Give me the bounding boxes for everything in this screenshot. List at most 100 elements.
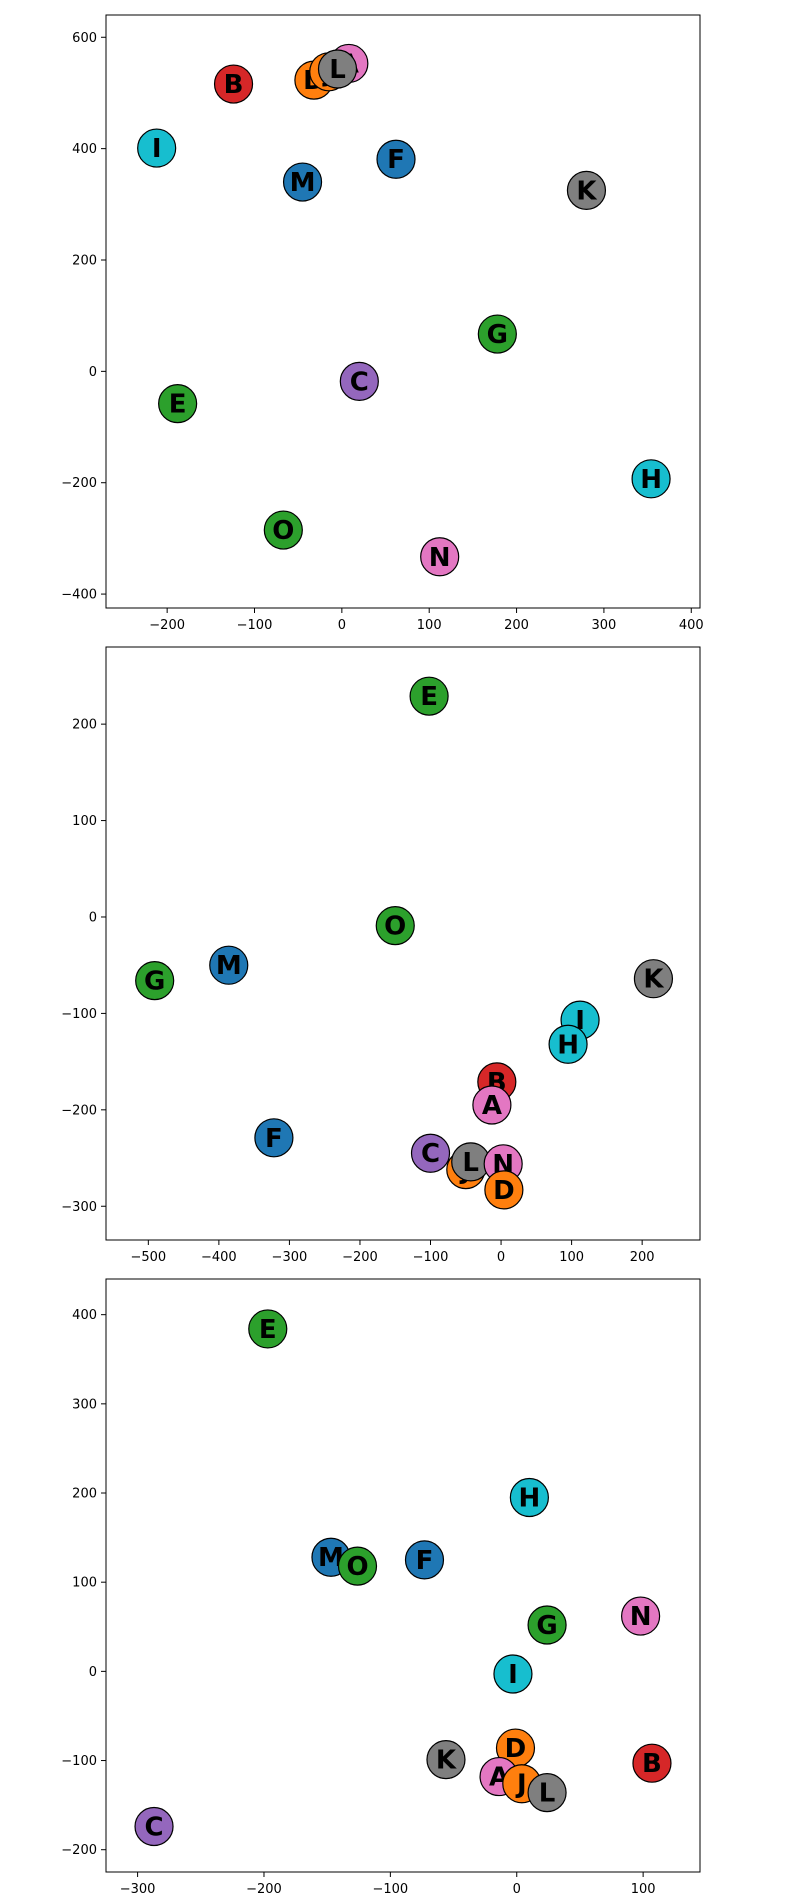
point-label: E <box>259 1315 277 1345</box>
point-label: N <box>429 543 451 573</box>
point-label: K <box>576 176 597 206</box>
y-tick-label: 0 <box>89 365 97 380</box>
point-label: C <box>350 367 369 397</box>
point-marker <box>134 1806 174 1847</box>
point-f: F <box>404 1540 445 1580</box>
point-h: H <box>509 1477 549 1518</box>
point-marker <box>158 384 198 424</box>
point-e: E <box>409 676 449 716</box>
point-marker <box>632 1743 672 1783</box>
plot-frame <box>105 14 701 609</box>
x-tick-label: 100 <box>559 1250 584 1265</box>
point-marker <box>254 1118 294 1158</box>
point-g: G <box>527 1605 567 1645</box>
point-o: O <box>263 510 303 550</box>
y-tick-label: −200 <box>61 476 97 491</box>
point-marker <box>472 1085 512 1125</box>
y-tick-label: 300 <box>72 1397 97 1412</box>
point-marker <box>509 1477 549 1518</box>
point-b: B <box>213 64 254 104</box>
x-tick-label: 300 <box>591 618 616 633</box>
point-marker <box>527 1605 567 1645</box>
point-l: L <box>527 1773 567 1813</box>
point-marker <box>409 676 449 716</box>
x-tick-label: −200 <box>342 1250 378 1265</box>
point-label: F <box>416 1546 434 1576</box>
y-tick-label: 600 <box>72 31 97 46</box>
point-label: O <box>272 516 294 546</box>
point-marker <box>376 139 416 179</box>
point-marker <box>282 162 323 202</box>
y-tick-label: 400 <box>72 142 97 157</box>
point-e: E <box>248 1309 288 1349</box>
point-label: G <box>487 320 508 350</box>
point-label: I <box>152 134 162 164</box>
y-tick-label: 100 <box>72 1576 97 1591</box>
x-tick-label: −200 <box>149 618 185 633</box>
x-tick-label: 200 <box>504 618 529 633</box>
point-marker <box>263 510 303 550</box>
x-tick-label: 0 <box>513 1882 521 1897</box>
point-marker <box>633 959 674 999</box>
y-tick-label: 100 <box>72 814 97 829</box>
x-tick-label: −300 <box>272 1250 308 1265</box>
point-label: M <box>290 168 316 198</box>
point-label: O <box>384 912 406 942</box>
point-label: H <box>640 465 662 495</box>
point-label: H <box>519 1483 541 1513</box>
point-label: K <box>436 1746 457 1776</box>
point-label: E <box>169 390 187 420</box>
x-tick-label: −200 <box>246 1882 282 1897</box>
point-label: K <box>643 965 664 995</box>
point-m: M <box>209 945 249 985</box>
point-label: J <box>515 1770 527 1800</box>
point-marker <box>248 1309 288 1349</box>
point-label: B <box>642 1749 662 1779</box>
point-marker <box>137 128 177 168</box>
point-label: I <box>575 1006 585 1036</box>
y-tick-label: 200 <box>72 1487 97 1502</box>
point-label: D <box>505 1734 527 1764</box>
y-tick-label: 400 <box>72 1308 97 1323</box>
point-c: C <box>134 1806 174 1847</box>
point-d: D <box>495 1728 536 1768</box>
point-label: L <box>329 55 346 85</box>
x-tick-label: −100 <box>237 618 273 633</box>
y-tick-label: −300 <box>61 1200 97 1215</box>
x-tick-label: −100 <box>413 1250 449 1265</box>
x-tick-label: −100 <box>373 1882 409 1897</box>
point-marker <box>410 1133 451 1173</box>
point-f: F <box>254 1118 294 1158</box>
point-marker <box>135 961 175 1001</box>
point-g: G <box>135 961 175 1001</box>
point-l: L <box>451 1142 491 1182</box>
point-b: B <box>632 1743 672 1783</box>
point-label: D <box>493 1176 515 1206</box>
point-label: G <box>144 967 165 997</box>
point-label: F <box>387 145 405 175</box>
point-f: F <box>376 139 416 179</box>
point-h: H <box>548 1024 588 1064</box>
point-k: K <box>426 1740 466 1780</box>
x-tick-label: 0 <box>338 618 346 633</box>
point-marker <box>404 1540 445 1580</box>
plot-frame <box>105 646 701 1241</box>
scatter-panel-1: −200−1000100200300400−400−2000200400600A… <box>61 14 704 633</box>
point-n: N <box>620 1596 661 1636</box>
plot-frame <box>105 1278 701 1873</box>
point-label: L <box>462 1148 479 1178</box>
point-label: C <box>144 1813 163 1843</box>
x-tick-label: 0 <box>497 1250 505 1265</box>
point-label: N <box>630 1602 652 1632</box>
point-h: H <box>631 459 671 499</box>
point-m: M <box>282 162 323 202</box>
point-e: E <box>158 384 198 424</box>
point-label: I <box>508 1660 518 1690</box>
y-tick-label: 0 <box>89 1665 97 1680</box>
point-c: C <box>339 361 379 401</box>
y-tick-label: 0 <box>89 910 97 925</box>
scatter-panel-2: −500 −400 −300 −200 −100 0 100 200 −300 −200 −100 0… <box>61 646 701 1265</box>
point-label: E <box>420 682 438 712</box>
point-marker <box>493 1654 533 1694</box>
point-marker <box>477 314 517 354</box>
